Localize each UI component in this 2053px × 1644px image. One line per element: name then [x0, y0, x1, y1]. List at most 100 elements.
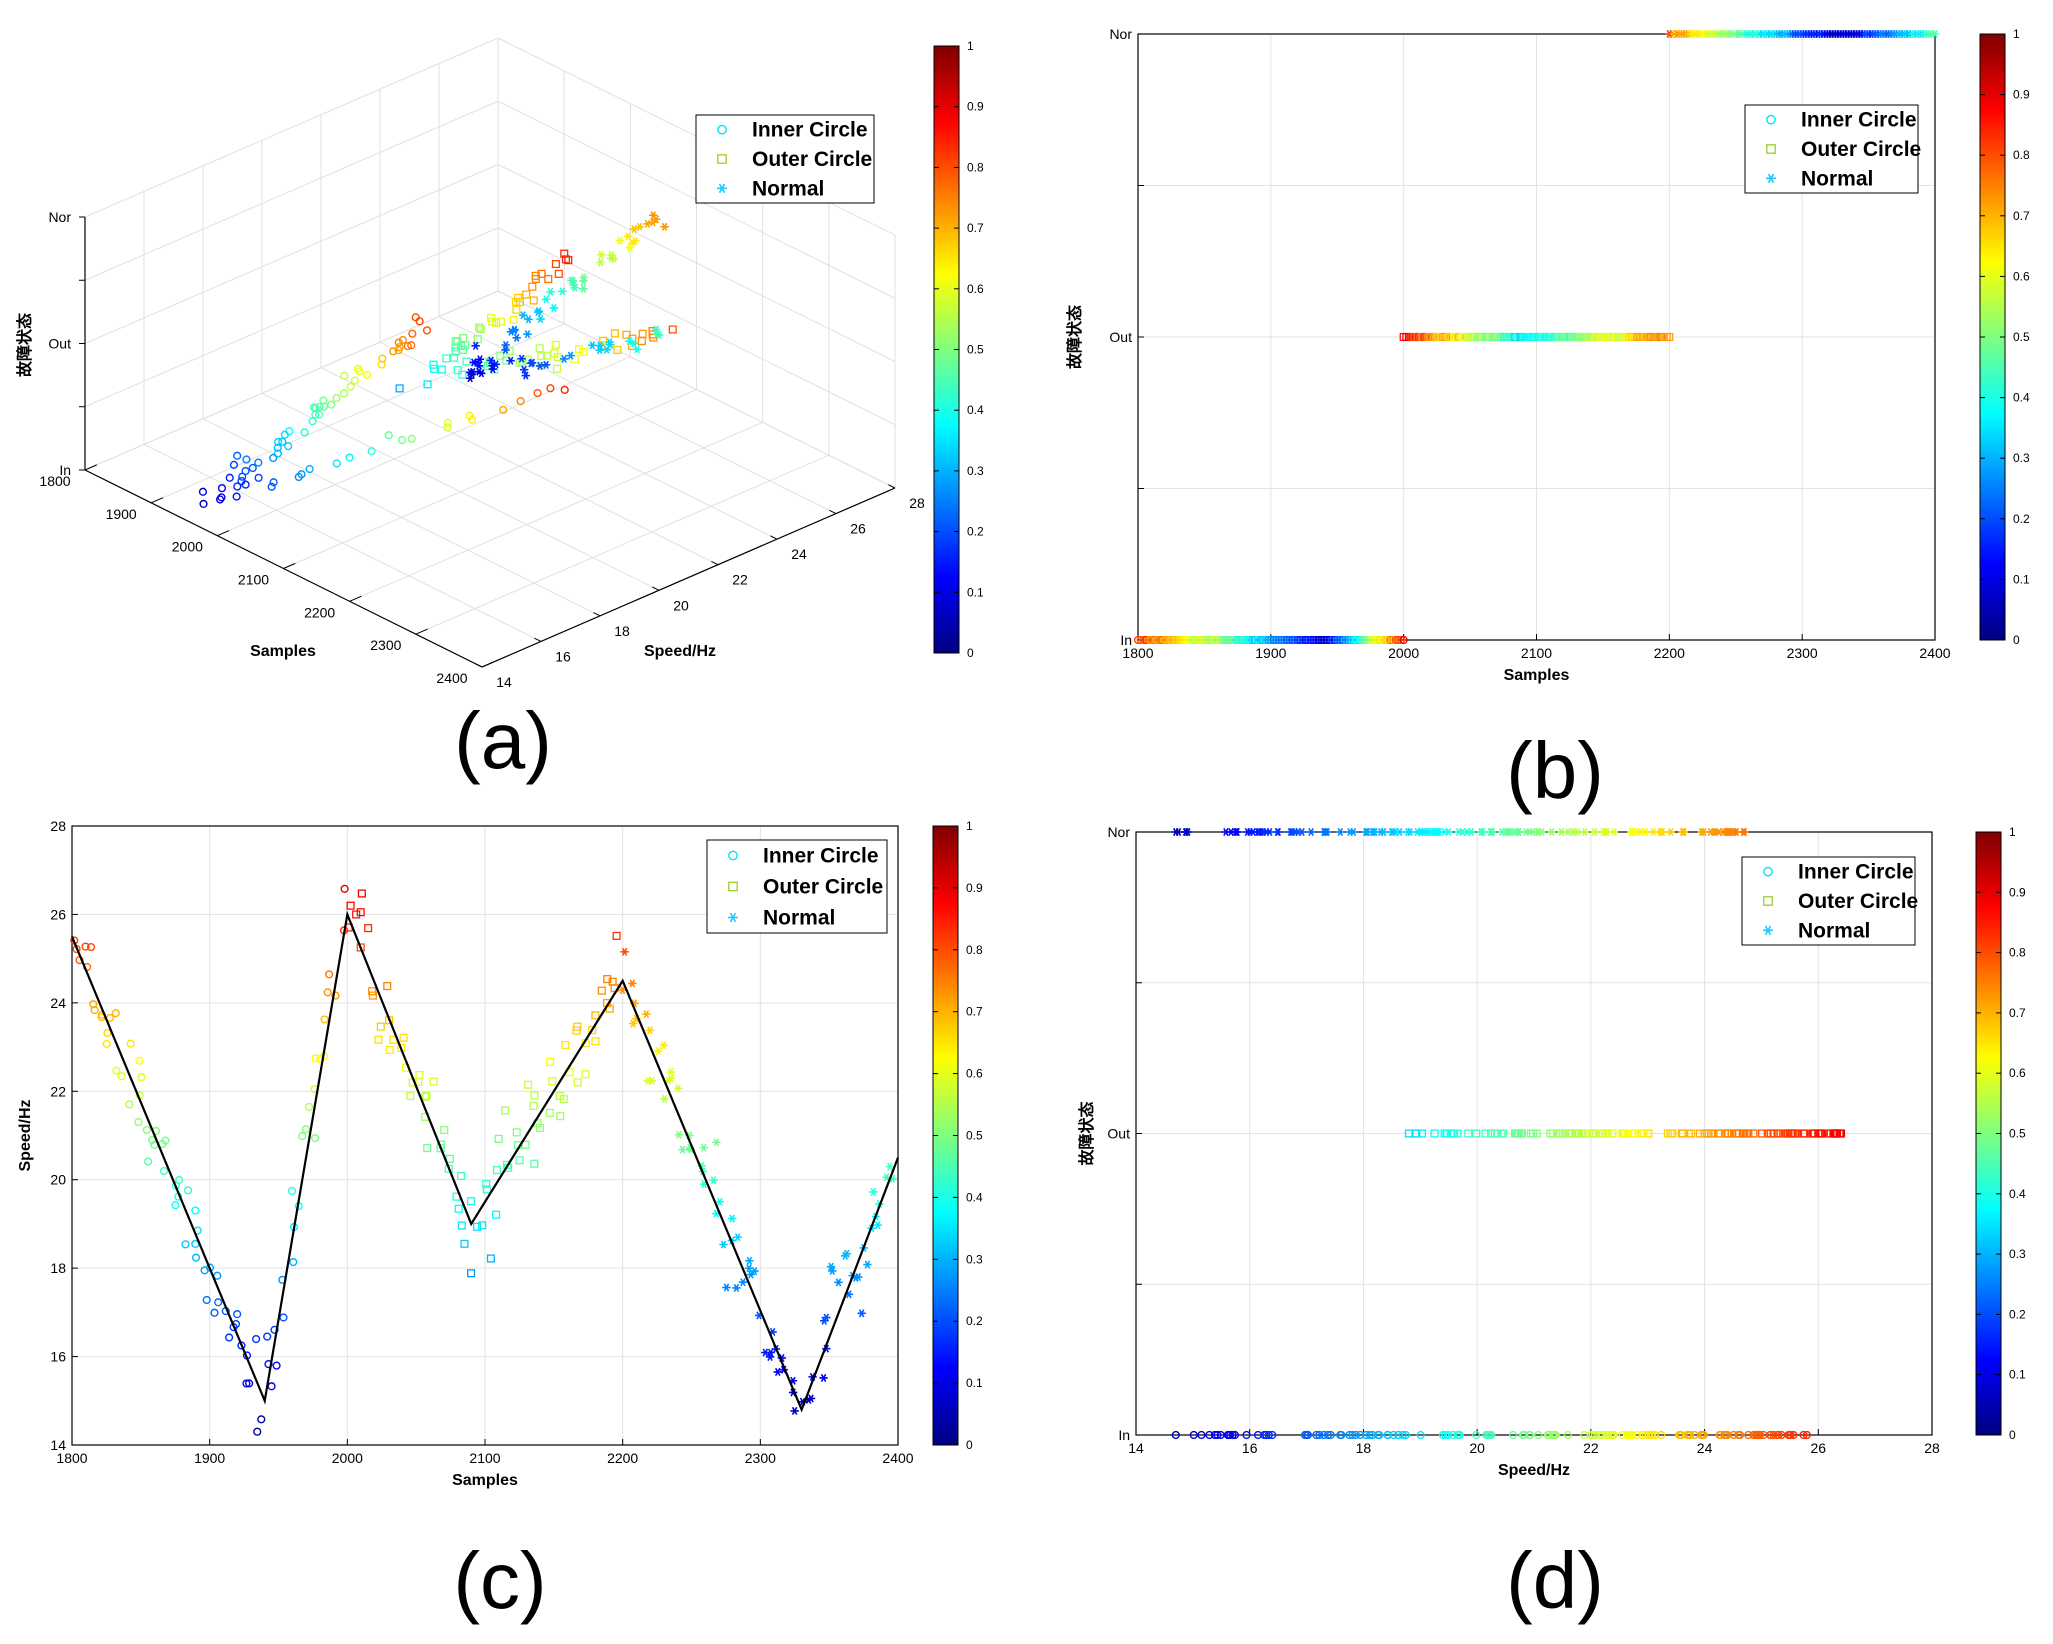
inner-circle-marker — [171, 1201, 180, 1210]
inner-circle-marker — [278, 437, 287, 446]
outer-circle-marker — [591, 1037, 600, 1046]
outer-circle-marker — [588, 1026, 597, 1035]
normal-marker — [745, 1256, 754, 1265]
x-tick — [481, 661, 494, 668]
outer-circle-marker — [1486, 1129, 1496, 1138]
normal-marker — [765, 1352, 775, 1361]
inner-circle-marker — [1774, 1430, 1783, 1440]
normal-marker — [1740, 827, 1749, 837]
axes-frame — [71, 825, 899, 1446]
square-legend-icon — [717, 154, 727, 164]
normal-marker — [488, 364, 498, 374]
square-legend-icon — [1766, 144, 1776, 154]
square-legend-icon — [1763, 896, 1773, 906]
inner-circle-marker — [1744, 1430, 1753, 1440]
colorbar-tick-label: 0.9 — [2013, 88, 2030, 102]
colorbar-tick-label: 0.4 — [2009, 1187, 2026, 1201]
inner-circle-marker — [245, 1379, 254, 1388]
inner-circle-marker — [1264, 635, 1273, 645]
grid-line — [283, 389, 697, 569]
outer-circle-marker — [1678, 1129, 1687, 1138]
normal-marker — [518, 311, 528, 320]
outer-circle-marker — [1598, 1129, 1608, 1138]
outer-circle-marker — [1472, 1129, 1481, 1138]
y-tick-label: 18 — [614, 623, 630, 639]
inner-circle-marker — [546, 384, 555, 393]
normal-marker — [790, 1406, 799, 1415]
colorbar-tick-label: 0.5 — [2013, 330, 2030, 344]
panel-label: (b) — [1506, 726, 1604, 815]
y-tick — [711, 560, 719, 566]
inner-circle-marker — [1383, 1430, 1392, 1440]
inner-circle-marker — [1348, 1430, 1357, 1440]
inner-circle-marker — [270, 1325, 279, 1334]
x-tick-label: 16 — [1242, 1440, 1258, 1456]
normal-marker — [1635, 827, 1645, 837]
inner-circle-marker — [1333, 635, 1342, 645]
y-tick-label: Out — [1107, 1126, 1130, 1142]
outer-circle-marker — [496, 351, 505, 360]
colorbar-tick-label: 0.9 — [2009, 885, 2026, 899]
grid-line — [217, 356, 631, 537]
inner-circle-marker — [198, 487, 208, 496]
normal-marker — [722, 1283, 731, 1292]
y-tick-label: 28 — [50, 818, 66, 834]
inner-circle-marker — [1336, 1430, 1345, 1440]
normal-marker — [648, 218, 658, 227]
inner-circle-marker — [1160, 635, 1169, 645]
outer-circle-marker — [421, 1092, 430, 1101]
colorbar-d: 0 0.1 0.2 0.3 0.4 0.5 0.6 0.7 0.8 0.9 1 — [1975, 825, 2026, 1442]
outer-circle-marker — [457, 1221, 466, 1230]
axes-frame — [1137, 33, 1936, 641]
grid-line — [379, 341, 778, 540]
inner-circle-marker — [1716, 1430, 1725, 1440]
inner-circle-marker — [308, 417, 317, 426]
inner-circle-marker — [398, 335, 407, 345]
inner-circle-marker — [384, 431, 393, 440]
inner-circle-marker — [331, 991, 340, 1000]
outer-circle-marker — [1739, 1129, 1748, 1138]
inner-circle-marker — [1606, 1430, 1615, 1440]
inner-circle-marker — [1520, 1430, 1529, 1440]
inner-circle-marker — [1734, 1430, 1743, 1440]
colorbar-tick-label: 0.4 — [2013, 391, 2030, 405]
circle-legend-icon — [717, 124, 727, 135]
grid-line — [415, 454, 830, 635]
normal-marker — [1609, 827, 1619, 837]
inner-circle-marker — [280, 430, 289, 439]
grid-line — [143, 443, 542, 642]
inner-circle-marker — [1290, 635, 1299, 645]
inner-circle-marker — [252, 1334, 261, 1344]
inner-circle-marker — [1295, 635, 1305, 645]
inner-circle-marker — [1155, 635, 1164, 645]
inner-circle-marker — [345, 453, 354, 462]
inner-circle-marker — [273, 443, 282, 452]
circle-legend-icon — [1766, 114, 1776, 125]
colorbar-tick-label: 0.8 — [2009, 946, 2026, 960]
inner-circle-marker — [407, 434, 416, 443]
inner-circle-marker — [233, 1310, 242, 1319]
outer-circle-marker — [364, 924, 373, 933]
outer-circle-marker — [574, 345, 584, 354]
inner-circle-marker — [263, 1332, 272, 1341]
inner-circle-marker — [1455, 1430, 1464, 1440]
outer-circle-marker — [476, 325, 485, 334]
colorbar-tick-label: 0.1 — [967, 585, 984, 599]
inner-circle-marker — [1245, 635, 1254, 645]
inner-circle-marker — [1141, 635, 1151, 645]
colorbar-tick-label: 0.9 — [967, 100, 984, 114]
inner-circle-marker — [1330, 635, 1339, 645]
normal-marker — [1259, 827, 1268, 837]
inner-circle-marker — [273, 449, 282, 458]
inner-circle-marker — [1359, 635, 1368, 645]
inner-circle-marker — [1200, 635, 1209, 645]
speed-axis-line — [481, 487, 896, 668]
colorbar-tick-label: 0.3 — [966, 1252, 983, 1266]
inner-circle-marker — [1229, 635, 1238, 645]
normal-marker — [510, 325, 519, 334]
legend-label: Outer Circle — [763, 876, 883, 899]
outer-circle-marker — [1758, 1129, 1767, 1138]
normal-marker — [728, 1214, 737, 1223]
outer-circle-marker — [1608, 1129, 1617, 1138]
